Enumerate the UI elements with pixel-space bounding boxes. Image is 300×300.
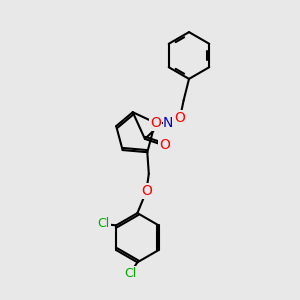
Text: Cl: Cl [98,218,110,230]
Text: N: N [163,116,173,130]
Text: O: O [175,111,185,125]
Text: Cl: Cl [124,267,136,280]
Text: O: O [141,184,152,198]
Text: O: O [150,116,160,130]
Text: H: H [152,117,161,130]
Text: O: O [159,139,170,152]
